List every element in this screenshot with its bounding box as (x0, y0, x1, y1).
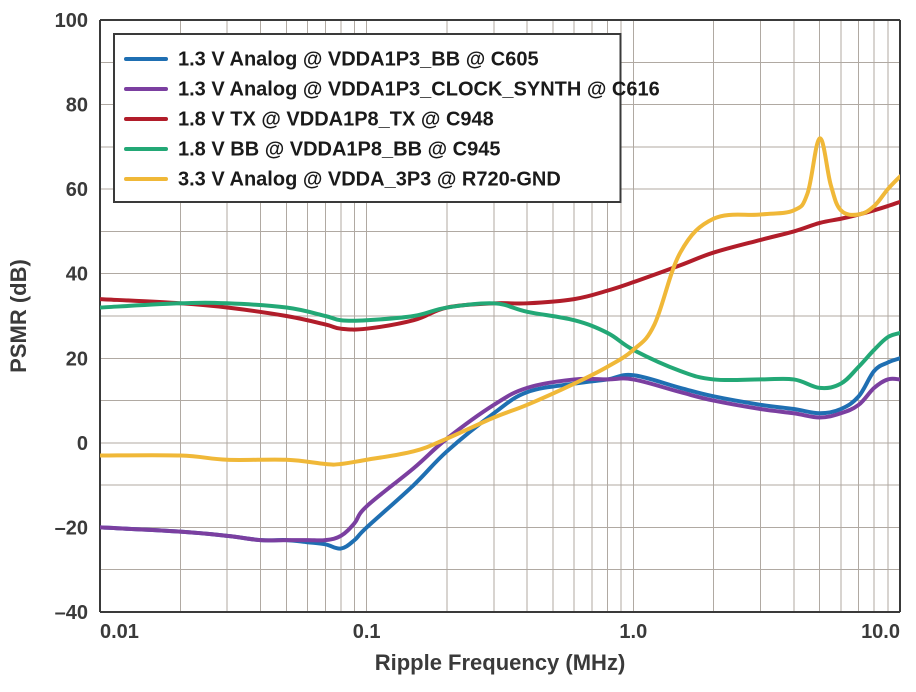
legend-label: 1.8 V TX @ VDDA1P8_TX @ C948 (178, 108, 494, 130)
y-tick-label: 100 (55, 10, 88, 32)
y-tick-label: –20 (55, 517, 88, 539)
y-tick-label: 40 (66, 264, 88, 286)
legend-label: 1.8 V BB @ VDDA1P8_BB @ C945 (178, 138, 500, 160)
y-tick-label: 20 (66, 348, 88, 370)
psmr-chart: 0.01 0.1 1.0 10.0 –40 –20 0 20 40 60 80 100 Ripple F… (0, 0, 916, 692)
x-tick-label: 10.0 (861, 621, 900, 643)
x-tick-label: 1.0 (619, 621, 647, 643)
chart-svg: 0.01 0.1 1.0 10.0 –40 –20 0 20 40 60 80 100 Ripple F… (0, 0, 916, 692)
y-tick-label: 60 (66, 179, 88, 201)
x-tick-label: 0.01 (100, 621, 139, 643)
y-tick-label: –40 (55, 602, 88, 624)
legend: 1.3 V Analog @ VDDA1P3_BB @ C605 1.3 V An… (114, 34, 660, 202)
x-tick-label: 0.1 (353, 621, 381, 643)
x-axis-title: Ripple Frequency (MHz) (375, 650, 626, 675)
y-tick-label: 0 (77, 433, 88, 455)
y-tick-label: 80 (66, 95, 88, 117)
y-axis-title: PSMR (dB) (6, 259, 31, 373)
legend-label: 3.3 V Analog @ VDDA_3P3 @ R720-GND (178, 168, 561, 190)
legend-label: 1.3 V Analog @ VDDA1P3_BB @ C605 (178, 48, 539, 70)
legend-label: 1.3 V Analog @ VDDA1P3_CLOCK_SYNTH @ C61… (178, 78, 660, 100)
